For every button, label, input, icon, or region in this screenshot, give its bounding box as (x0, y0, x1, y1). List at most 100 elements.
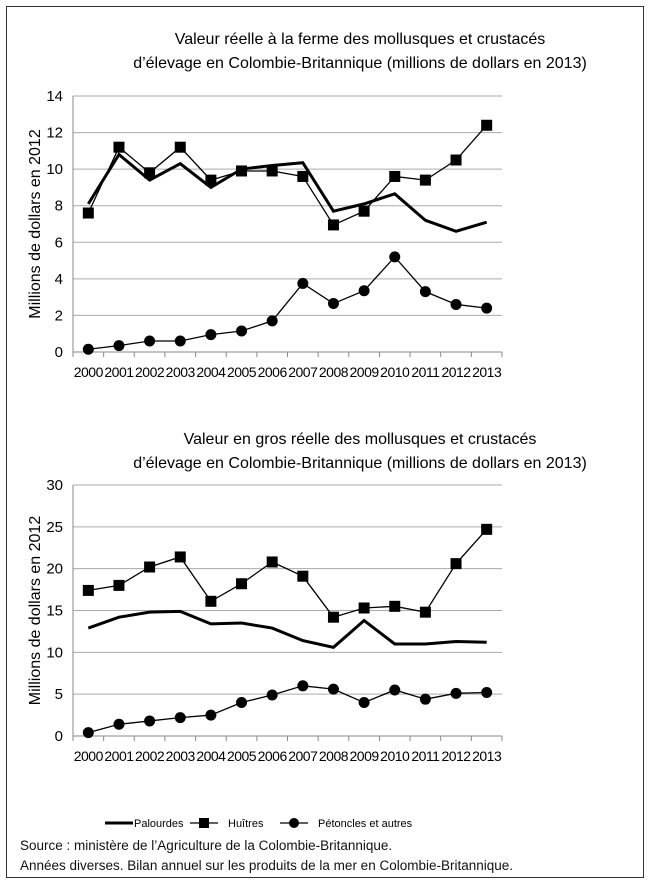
y-tick-label: 6 (55, 234, 63, 251)
data-point-circle (174, 335, 186, 347)
x-tick-label: 2007 (288, 748, 318, 764)
x-tick-label: 2001 (104, 748, 134, 764)
y-tick-label: 0 (55, 344, 63, 361)
y-axis-label: Millions de dollars en 2012 (27, 129, 44, 319)
x-tick-label: 2003 (166, 364, 196, 380)
x-tick-label: 2000 (74, 364, 104, 380)
data-point-square (450, 154, 462, 166)
y-tick-label: 0 (55, 728, 63, 745)
data-point-circle (419, 693, 431, 705)
x-tick-label: 2004 (196, 748, 226, 764)
x-tick-label: 2012 (441, 364, 471, 380)
data-point-square (82, 584, 94, 596)
x-tick-label: 2011 (411, 364, 440, 380)
x-tick-label: 2002 (135, 364, 165, 380)
y-tick-label: 25 (46, 519, 63, 536)
data-point-circle (266, 689, 278, 701)
data-point-square (113, 579, 125, 591)
data-point-circle (450, 687, 462, 699)
data-point-circle (389, 251, 401, 263)
x-tick-label: 2010 (380, 364, 410, 380)
series-line-2 (88, 255, 487, 350)
data-point-circle (327, 683, 339, 695)
data-point-square (266, 556, 278, 568)
x-tick-label: 2007 (288, 364, 318, 380)
data-point-square (144, 167, 156, 179)
data-point-circle (144, 715, 156, 727)
x-tick-label: 2005 (227, 748, 257, 764)
chart-title: Valeur réelle à la ferme des mollusques … (175, 31, 546, 48)
x-tick-label: 2006 (258, 748, 288, 764)
data-point-circle (358, 697, 370, 709)
legend-label: Huîtres (228, 818, 264, 830)
data-point-square (389, 170, 401, 182)
x-tick-label: 2011 (411, 748, 440, 764)
data-point-circle (82, 727, 94, 739)
chart-title: Valeur en gros réelle des mollusques et … (184, 431, 537, 448)
y-axis-label: Millions de dollars en 2012 (27, 516, 44, 706)
data-point-circle (481, 686, 493, 698)
x-tick-label: 2013 (472, 364, 502, 380)
x-tick-label: 2013 (472, 748, 502, 764)
x-tick-label: 2009 (350, 364, 380, 380)
legend-label: Palourdes (134, 818, 184, 830)
data-point-square (297, 570, 309, 582)
data-point-circle (450, 298, 462, 310)
data-point-square (205, 595, 217, 607)
y-tick-label: 10 (46, 161, 63, 178)
x-tick-label: 2001 (104, 364, 134, 380)
y-tick-label: 4 (55, 271, 63, 288)
data-point-circle (113, 718, 125, 730)
y-tick-label: 30 (46, 477, 63, 494)
data-point-circle (419, 286, 431, 298)
legend-label: Pétoncles et autres (318, 818, 413, 830)
data-point-circle (327, 298, 339, 310)
data-point-square (358, 602, 370, 614)
x-tick-label: 2006 (258, 364, 288, 380)
chart-title: d’élevage en Colombie-Britannique (milli… (133, 55, 587, 72)
data-point-square (236, 165, 248, 177)
y-tick-label: 2 (55, 307, 63, 324)
data-point-square (450, 558, 462, 570)
data-point-square (174, 141, 186, 153)
data-point-square (419, 174, 431, 186)
x-tick-label: 2010 (380, 748, 410, 764)
x-tick-label: 2005 (227, 364, 257, 380)
data-point-circle (236, 325, 248, 337)
chart-title: d’élevage en Colombie-Britannique (milli… (133, 455, 587, 472)
x-tick-label: 2000 (74, 748, 104, 764)
data-point-square (327, 219, 339, 231)
data-point-square (236, 578, 248, 590)
source-line-2: Années diverses. Bilan annuel sur les pr… (20, 858, 514, 873)
legend-circle-icon (289, 818, 299, 828)
x-tick-label: 2002 (135, 748, 165, 764)
data-point-circle (236, 697, 248, 709)
x-tick-label: 2009 (350, 748, 380, 764)
data-point-circle (358, 285, 370, 297)
data-point-circle (205, 329, 217, 341)
series-line-0 (87, 152, 488, 233)
data-point-square (327, 611, 339, 623)
data-point-circle (297, 680, 309, 692)
data-point-square (266, 165, 278, 177)
legend-square-icon (199, 818, 209, 828)
x-tick-label: 2008 (319, 748, 349, 764)
x-tick-label: 2003 (166, 748, 196, 764)
y-tick-label: 15 (46, 603, 63, 620)
data-point-circle (113, 340, 125, 352)
y-tick-label: 8 (55, 198, 63, 215)
legend: Palourdes Huîtres Pétoncles et autres (105, 818, 413, 830)
y-tick-label: 10 (46, 644, 63, 661)
data-point-square (113, 141, 125, 153)
data-point-circle (297, 277, 309, 289)
source-line-1: Source : ministère de l’Agriculture de l… (20, 838, 393, 853)
data-point-square (481, 119, 493, 131)
data-point-square (144, 561, 156, 573)
figure-frame (6, 6, 644, 878)
data-point-square (481, 523, 493, 535)
series-line-1 (88, 528, 488, 618)
y-tick-label: 12 (46, 125, 63, 142)
data-point-square (358, 205, 370, 217)
data-point-square (389, 600, 401, 612)
